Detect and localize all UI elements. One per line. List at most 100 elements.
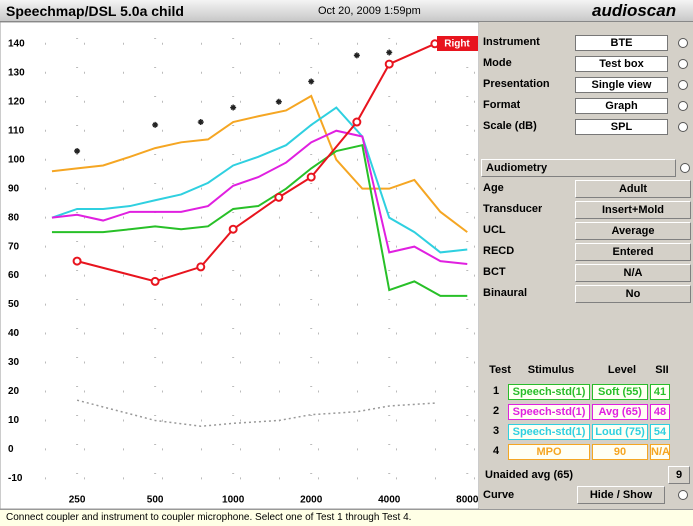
setting-dropdown[interactable]: SPL [575, 119, 668, 135]
curve [51, 106, 468, 254]
unaided-value: 9 [668, 466, 690, 484]
setting-label: Format [483, 99, 521, 111]
date: Oct 20, 2009 1:59pm [318, 5, 421, 17]
audiometry-field[interactable]: Adult [575, 180, 691, 198]
audiometry-field[interactable]: No [575, 285, 691, 303]
y-tick-label: 100 [8, 154, 25, 165]
audiometry-label: Binaural [483, 287, 528, 299]
radio[interactable] [678, 101, 688, 111]
test-field[interactable]: 48 [650, 404, 670, 420]
y-tick-label: 110 [8, 125, 25, 136]
audiometry-label: Transducer [483, 203, 543, 215]
radio[interactable] [680, 163, 690, 173]
audiometry-field[interactable]: Insert+Mold [575, 201, 691, 219]
test-number: 4 [493, 445, 500, 457]
ucl-point [275, 98, 282, 105]
x-tick-label: 250 [69, 495, 86, 506]
radio[interactable] [678, 80, 688, 90]
audiometry-field[interactable]: N/A [575, 264, 691, 282]
logo: audioscan [592, 1, 677, 20]
point [150, 276, 160, 286]
ucl-point [152, 121, 159, 128]
audiometry-label: Age [483, 182, 504, 194]
setting-label: Scale (dB) [483, 120, 537, 132]
test-number: 2 [493, 405, 500, 417]
test-field[interactable]: Speech-std(1) [508, 384, 590, 400]
screen-title: Speechmap/DSL 5.0a child [6, 3, 184, 19]
x-tick-label: 1000 [222, 495, 245, 506]
test-field[interactable]: Soft (55) [592, 384, 648, 400]
setting-label: Presentation [483, 78, 550, 90]
setting-dropdown[interactable]: Test box [575, 56, 668, 72]
curve [51, 129, 468, 265]
test-field[interactable]: Loud (75) [592, 424, 648, 440]
test-field[interactable]: 90 [592, 444, 648, 460]
setting-dropdown[interactable]: Single view [575, 77, 668, 93]
point [352, 117, 362, 127]
audiometry-field[interactable]: Average [575, 222, 691, 240]
radio[interactable] [678, 490, 688, 500]
y-tick-label: 120 [8, 96, 25, 107]
ucl-point [353, 52, 360, 59]
y-tick-label: 70 [8, 241, 20, 252]
y-tick-label: 30 [8, 357, 20, 368]
table-header: Stimulus [527, 364, 575, 376]
y-tick-label: 90 [8, 183, 20, 194]
setting-label: Instrument [483, 36, 540, 48]
badge: Right [437, 36, 478, 51]
radio[interactable] [678, 122, 688, 132]
y-tick-label: 140 [8, 38, 25, 49]
test-field[interactable]: N/A [650, 444, 670, 460]
test-field[interactable]: MPO [508, 444, 590, 460]
y-tick-label: 40 [8, 328, 20, 339]
test-field[interactable]: 54 [650, 424, 670, 440]
badge-label: Right [444, 39, 470, 50]
badge-box [437, 36, 478, 51]
x-tick-label: 8000 [456, 495, 479, 506]
y-tick-label: 20 [8, 386, 20, 397]
y-tick-label: 50 [8, 299, 20, 310]
y-tick-label: 0 [8, 444, 14, 455]
test-field[interactable]: Avg (65) [592, 404, 648, 420]
audiometry-label: BCT [483, 266, 506, 278]
y-tick-label: 60 [8, 270, 20, 281]
curve-label: Curve [483, 489, 515, 501]
curve [51, 94, 468, 233]
point [306, 172, 316, 182]
ucl-point [197, 119, 204, 126]
x-tick-label: 2000 [300, 495, 323, 506]
test-field[interactable]: Speech-std(1) [508, 424, 590, 440]
ucl-point [308, 78, 315, 85]
test-field[interactable]: 41 [650, 384, 670, 400]
chart-background [0, 22, 479, 509]
point [72, 256, 82, 266]
audiometry-label: RECD [483, 245, 515, 257]
curve-button[interactable]: Hide / Show [577, 486, 665, 504]
table-header: Level [607, 364, 637, 376]
ucl-point [74, 148, 81, 154]
test-number: 3 [493, 425, 500, 437]
setting-dropdown[interactable]: Graph [575, 98, 668, 114]
radio[interactable] [678, 38, 688, 48]
title-bar: Speechmap/DSL 5.0a child Oct 20, 2009 1:… [0, 0, 693, 22]
setting-dropdown[interactable]: BTE [575, 35, 668, 51]
curve [76, 399, 435, 428]
test-number: 1 [493, 385, 500, 397]
setting-label: Mode [483, 57, 512, 69]
status-bar: Connect coupler and instrument to couple… [0, 509, 693, 526]
side-panel: Instrument BTE Mode Test box Presentation Sin… [479, 22, 693, 509]
point [274, 192, 284, 202]
radio[interactable] [678, 59, 688, 69]
unaided-label: Unaided avg (65) [485, 469, 574, 481]
x-tick-label: 4000 [378, 495, 401, 506]
y-tick-label: -10 [8, 473, 23, 484]
audiometry-field[interactable]: Entered [575, 243, 691, 261]
table-header: Test [489, 364, 511, 376]
test-field[interactable]: Speech-std(1) [508, 404, 590, 420]
curve [51, 144, 468, 297]
audiometry-button[interactable]: Audiometry [481, 159, 676, 177]
y-tick-label: 130 [8, 67, 25, 78]
ucl-point [386, 49, 393, 56]
ucl-point [230, 104, 237, 111]
